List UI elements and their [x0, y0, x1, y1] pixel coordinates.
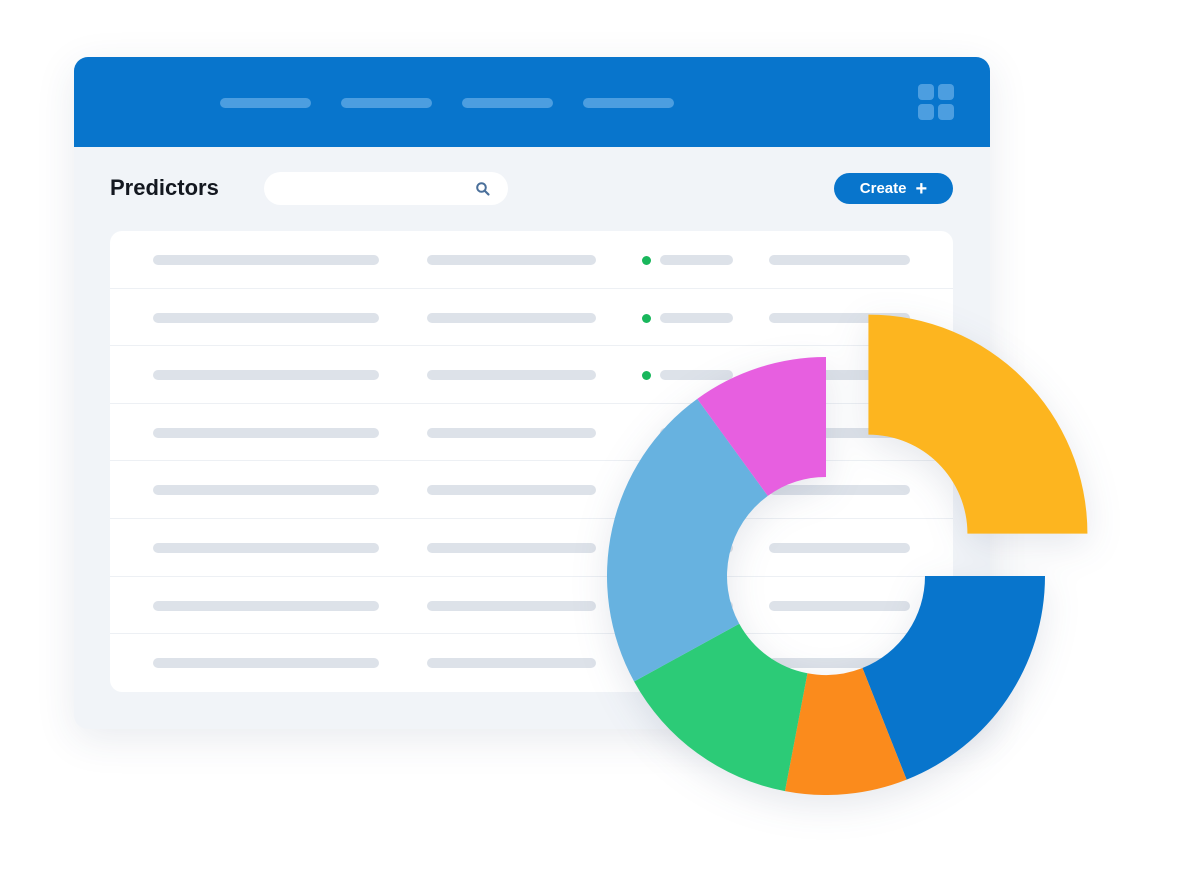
donut-segment-2 [862, 576, 1045, 780]
table-cell-placeholder-1 [153, 600, 379, 611]
table-cell-placeholder-4 [769, 485, 910, 496]
donut-segment-4 [634, 623, 808, 792]
table-cell-placeholder-1 [153, 485, 379, 496]
create-button[interactable]: Create + [834, 173, 953, 204]
table-cell-placeholder-1 [153, 542, 379, 553]
donut-segment-6 [697, 357, 826, 496]
table-cell-placeholder-4 [769, 427, 910, 438]
search-icon[interactable] [475, 181, 491, 197]
table-cell-placeholder-2 [427, 312, 596, 323]
donut-segment-3 [784, 668, 907, 795]
table-cell-placeholder-2 [427, 255, 596, 265]
predictors-window: Predictors Create + [74, 57, 990, 729]
table-cell-placeholder-1 [153, 658, 379, 669]
table-cell-placeholder-4 [769, 370, 910, 381]
donut-segment-1 [868, 314, 1088, 534]
status-dot [642, 256, 651, 265]
nav-item-3[interactable] [462, 98, 553, 108]
table-row[interactable] [110, 289, 953, 347]
table-cell-placeholder-2 [427, 485, 596, 496]
table-cell-placeholder-3 [660, 370, 733, 381]
table-cell-placeholder-1 [153, 312, 379, 323]
nav-item-1[interactable] [220, 98, 311, 108]
table-cell-placeholder-2 [427, 600, 596, 611]
table-cell-placeholder-2 [427, 542, 596, 553]
table-cell-placeholder-2 [427, 370, 596, 381]
table-cell-placeholder-2 [427, 427, 596, 438]
table-cell-placeholder-4 [769, 255, 910, 265]
donut-chart [607, 314, 1088, 795]
top-navigation-bar [74, 57, 990, 147]
donut-segment-5 [607, 398, 768, 682]
status-dot [642, 371, 651, 381]
nav-item-4[interactable] [583, 98, 674, 108]
table-cell-placeholder-4 [769, 312, 910, 323]
table-cell-placeholder-4 [769, 600, 910, 611]
table-cell-placeholder-3 [660, 312, 733, 323]
table-cell-placeholder-1 [153, 370, 379, 381]
table-row[interactable] [110, 231, 953, 289]
search-input[interactable] [278, 178, 472, 201]
search-box[interactable] [264, 172, 508, 205]
table-row[interactable] [110, 346, 953, 404]
grid-icon[interactable] [918, 84, 954, 120]
table-cell-placeholder-3 [660, 255, 733, 265]
table-cell-placeholder-1 [153, 255, 379, 265]
create-button-label: Create [859, 180, 907, 197]
nav-item-2[interactable] [341, 98, 432, 108]
table-cell-placeholder-2 [427, 658, 596, 669]
page-title: Predictors [110, 175, 219, 200]
table-cell-placeholder-4 [769, 658, 910, 669]
table-cell-placeholder-1 [153, 427, 379, 438]
table-cell-placeholder-4 [769, 542, 910, 553]
status-dot [642, 313, 651, 323]
plus-icon: + [915, 177, 928, 200]
